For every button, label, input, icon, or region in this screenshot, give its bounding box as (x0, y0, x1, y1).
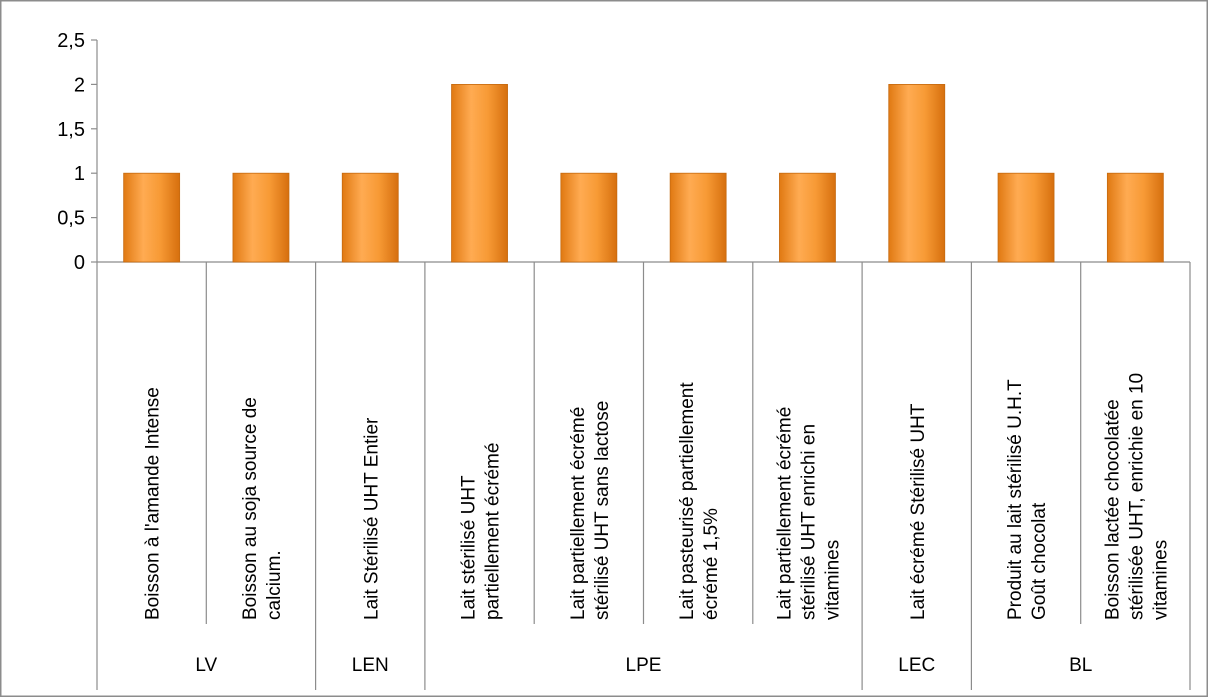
category-label: Lait Stérilisé UHT Entier (361, 417, 382, 620)
category-label: Lait stérilisé UHT partiellement écrémé (459, 443, 504, 620)
bar (997, 172, 1055, 263)
category-label-line: stérilisé UHT enrichi en (798, 424, 819, 620)
category-label-line: Lait stérilisé UHT (459, 475, 480, 620)
category-label: Lait partiellement écrémé stérilisé UHT s… (568, 401, 613, 620)
category-label: Boisson lactée chocolatée stérilisée UHT,… (1102, 373, 1171, 620)
category-label: Lait écrémé Stérilisé UHT (908, 403, 929, 620)
category-label-line: vitamines (822, 540, 843, 620)
bar (888, 84, 946, 263)
bar (123, 172, 181, 263)
y-tick-label: 0 (74, 252, 85, 274)
y-tick-label: 0,5 (57, 208, 85, 230)
category-label: Boisson au soja source de calcium. (240, 397, 285, 620)
group-label: BL (1069, 655, 1092, 676)
bar (560, 172, 618, 263)
category-label-line: Lait pasteurisé partiellement (677, 382, 698, 620)
bar (779, 172, 836, 263)
bar (341, 172, 399, 263)
y-tick-label: 2 (74, 74, 85, 96)
category-label-line: Boisson lactée chocolatée (1102, 399, 1123, 620)
y-tick-label: 2,5 (57, 30, 85, 52)
category-label-line: Boisson à l'amande Intense (143, 387, 164, 620)
category-label-line: Lait écrémé Stérilisé UHT (908, 403, 929, 620)
category-label: Lait pasteurisé partiellement écrémé 1,5% (677, 382, 722, 620)
bar (451, 84, 508, 263)
category-label-line: Lait partiellement écrémé (774, 407, 795, 620)
category-label-line: Produit au lait stérilisé U.H.T (1005, 379, 1026, 620)
label-layer: Boisson à l'amande Intense Boisson au soj… (143, 373, 1172, 676)
bar (232, 172, 290, 263)
y-tick-label: 1 (74, 163, 85, 185)
category-label-line: vitamines (1150, 540, 1171, 620)
category-label: Boisson à l'amande Intense (143, 387, 164, 620)
category-label-line: Lait partiellement écrémé (568, 407, 589, 620)
bar-layer (123, 84, 1164, 263)
category-label-line: Lait Stérilisé UHT Entier (361, 417, 382, 620)
category-label-line: écrémé 1,5% (701, 508, 722, 620)
category-label-line: calcium. (264, 550, 285, 620)
category-label-line: stérilisée UHT, enrichie en 10 (1126, 373, 1147, 620)
group-label: LEN (352, 655, 389, 676)
category-label-line: stérilisé UHT sans lactose (592, 401, 613, 620)
y-tick-label: 1,5 (57, 119, 85, 141)
category-label-line: partiellement écrémé (483, 443, 504, 620)
category-label-line: Goût chocolat (1029, 502, 1050, 620)
category-label: Lait partiellement écrémé stérilisé UHT e… (774, 407, 843, 620)
group-label: LPE (626, 655, 662, 676)
bar (1106, 172, 1164, 263)
group-label: LV (195, 655, 217, 676)
bar (669, 172, 727, 263)
category-label: Produit au lait stérilisé U.H.T Goût choc… (1005, 379, 1050, 620)
category-label-line: Boisson au soja source de (240, 397, 261, 620)
group-label: LEC (898, 655, 935, 676)
